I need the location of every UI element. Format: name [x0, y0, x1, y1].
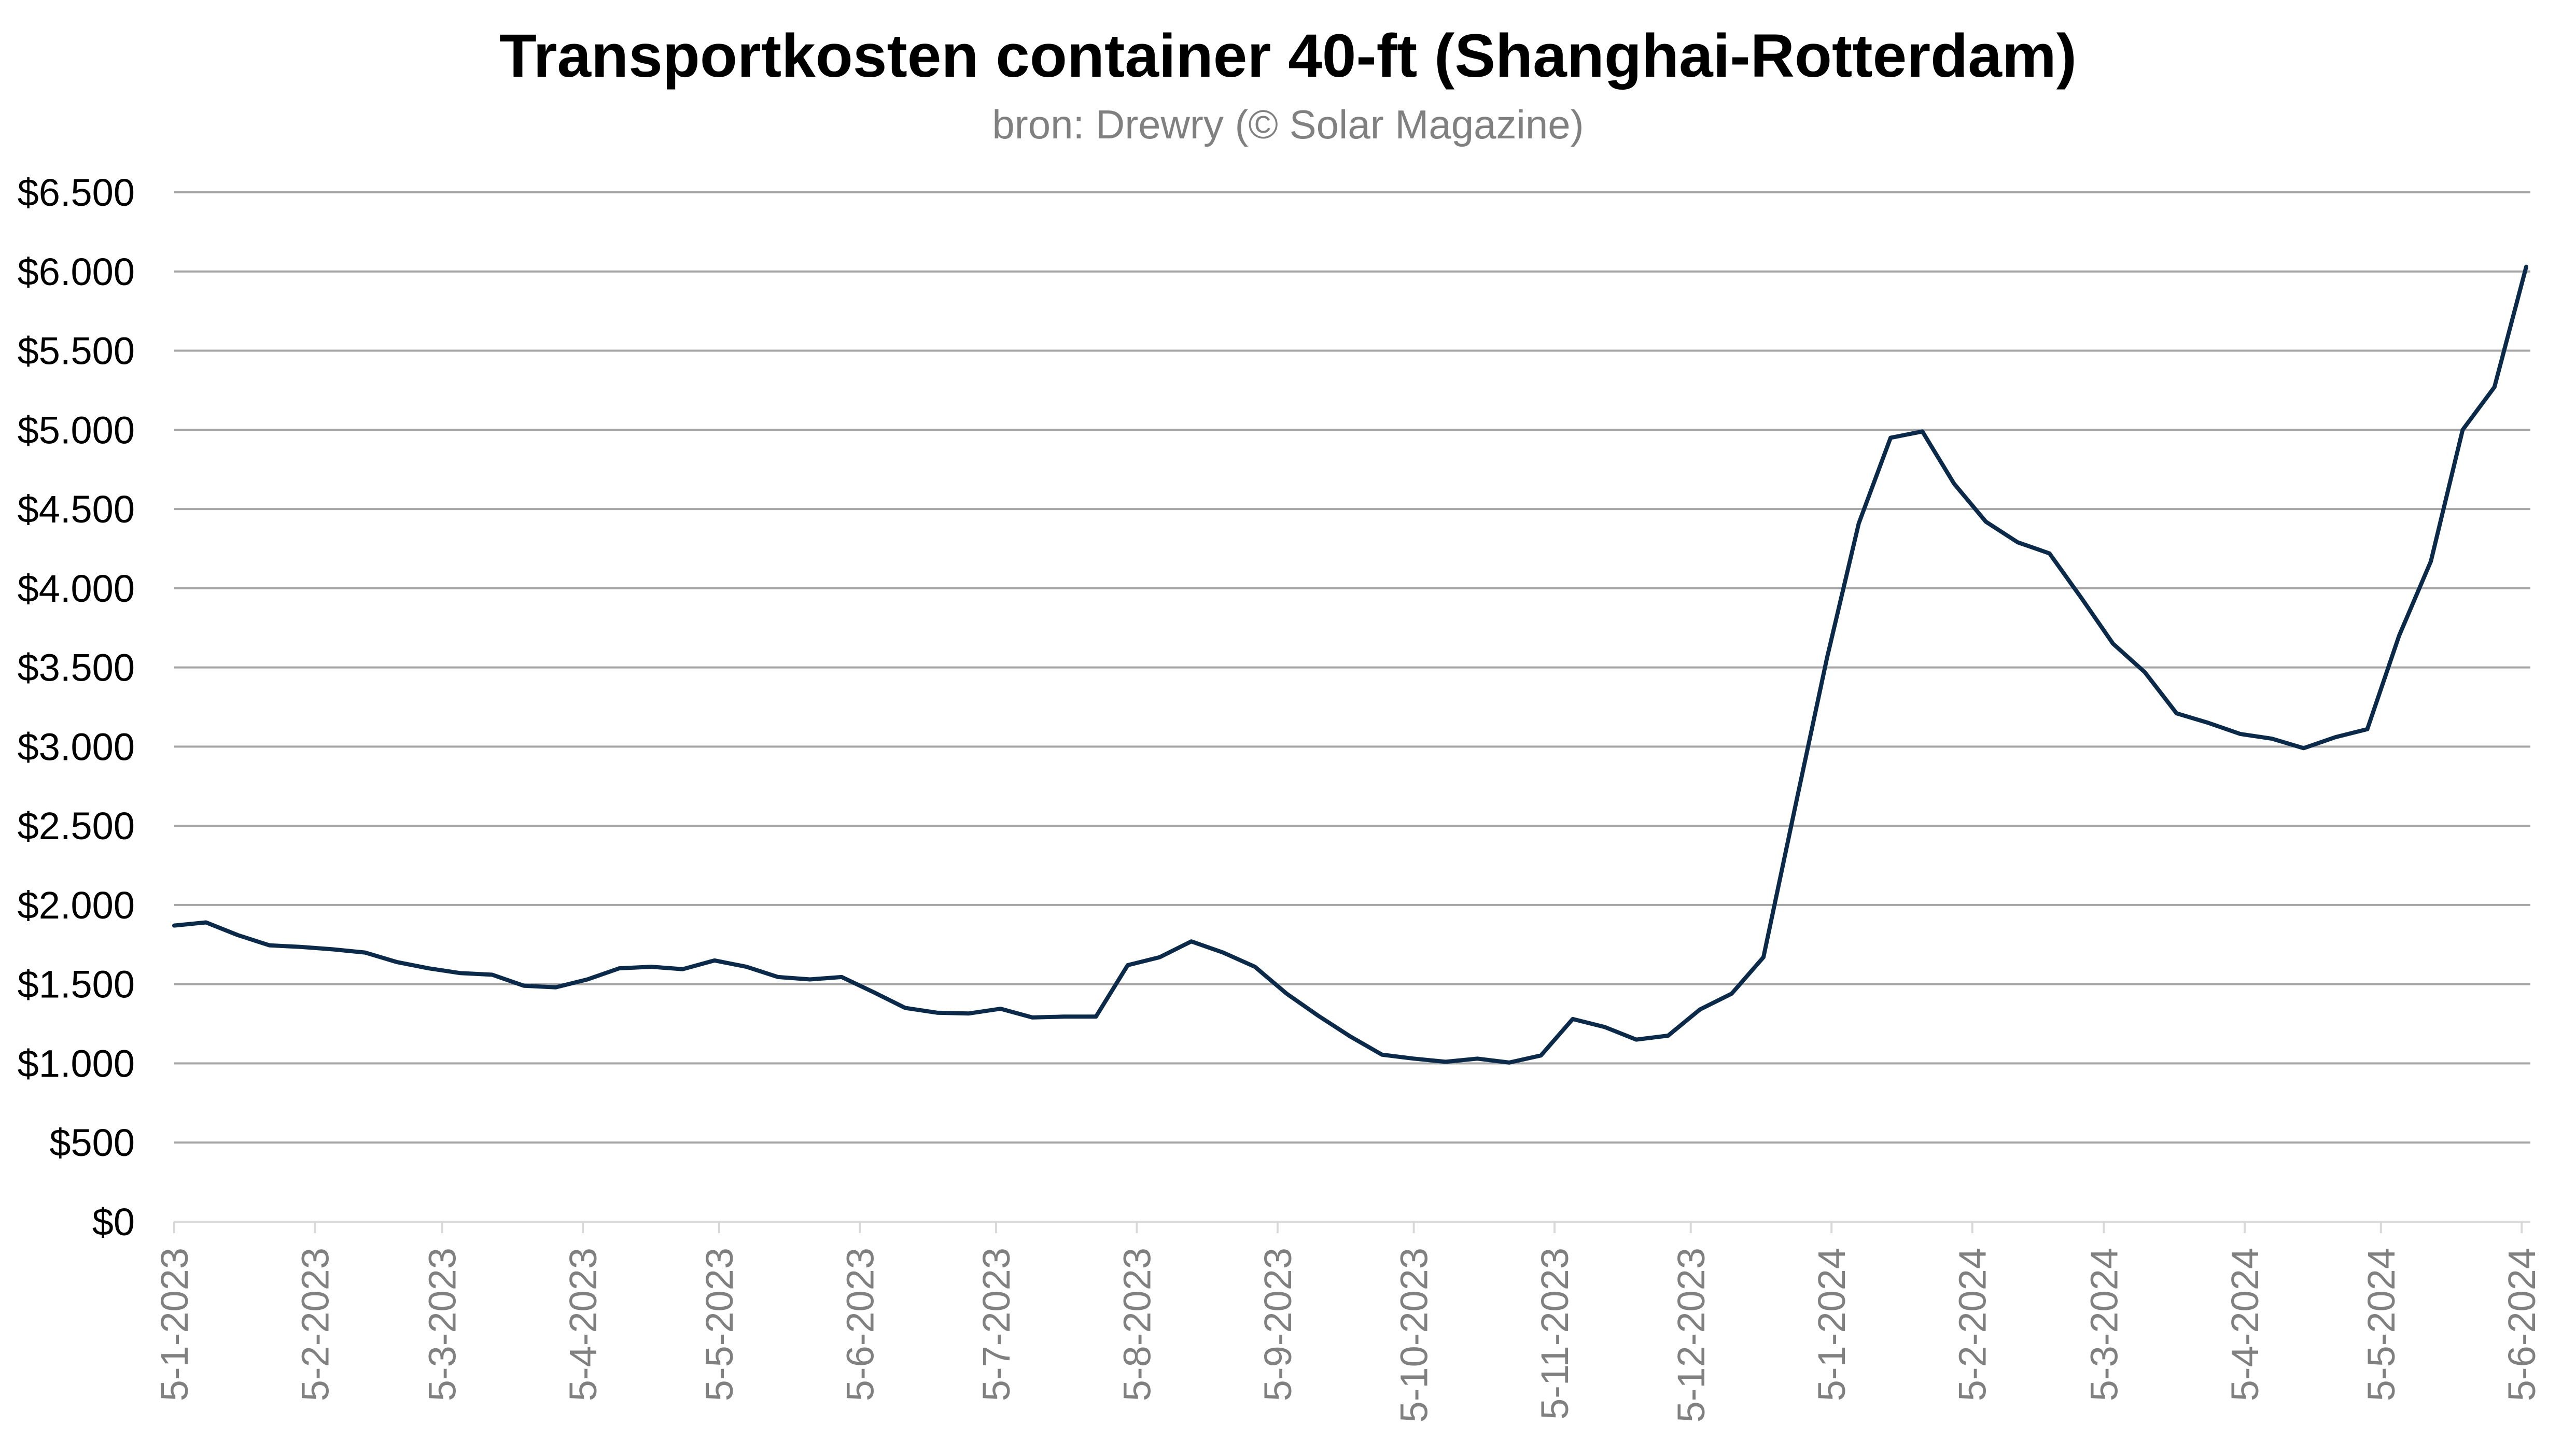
y-tick-label: $3.500 [18, 646, 135, 689]
x-tick-label: 5-1-2024 [1810, 1248, 1853, 1401]
y-tick-label: $5.500 [18, 330, 135, 373]
x-tick-label: 5-4-2024 [2223, 1248, 2266, 1401]
x-tick-label: 5-12-2023 [1670, 1248, 1713, 1422]
x-tick-label: 5-1-2023 [153, 1248, 196, 1401]
chart-title: Transportkosten container 40-ft (Shangha… [499, 22, 2077, 90]
y-tick-label: $4.000 [18, 567, 135, 610]
y-tick-label: $1.000 [18, 1042, 135, 1085]
chart-subtitle: bron: Drewry (© Solar Magazine) [992, 102, 1584, 147]
x-tick-label: 5-6-2024 [2500, 1248, 2543, 1401]
y-tick-label: $6.500 [18, 171, 135, 214]
x-tick-label: 5-2-2024 [1951, 1248, 1994, 1401]
y-tick-label: $6.000 [18, 250, 135, 293]
x-tick-label: 5-3-2024 [2083, 1248, 2126, 1401]
x-tick-label: 5-7-2023 [975, 1248, 1018, 1401]
x-tick-label: 5-10-2023 [1393, 1248, 1436, 1422]
y-tick-label: $4.500 [18, 488, 135, 531]
series-line [172, 264, 2528, 1065]
x-tick-label: 5-5-2024 [2360, 1248, 2403, 1401]
y-tick-label: $3.000 [18, 725, 135, 768]
x-tick-label: 5-5-2023 [698, 1248, 741, 1401]
y-tick-label: $5.000 [18, 408, 135, 451]
y-tick-label: $2.500 [18, 804, 135, 847]
x-tick-label: 5-9-2023 [1256, 1248, 1299, 1401]
y-tick-label: $1.500 [18, 963, 135, 1006]
x-tick-label: 5-6-2023 [838, 1248, 881, 1401]
y-tick-label: $500 [49, 1121, 135, 1164]
x-tick-label: 5-11-2023 [1533, 1248, 1576, 1420]
x-tick-label: 5-8-2023 [1115, 1248, 1158, 1401]
y-tick-label: $0 [92, 1200, 135, 1244]
x-tick-label: 5-4-2023 [562, 1248, 605, 1401]
x-tick-label: 5-2-2023 [293, 1248, 337, 1401]
x-tick-label: 5-3-2023 [421, 1248, 464, 1401]
y-tick-label: $2.000 [18, 884, 135, 927]
